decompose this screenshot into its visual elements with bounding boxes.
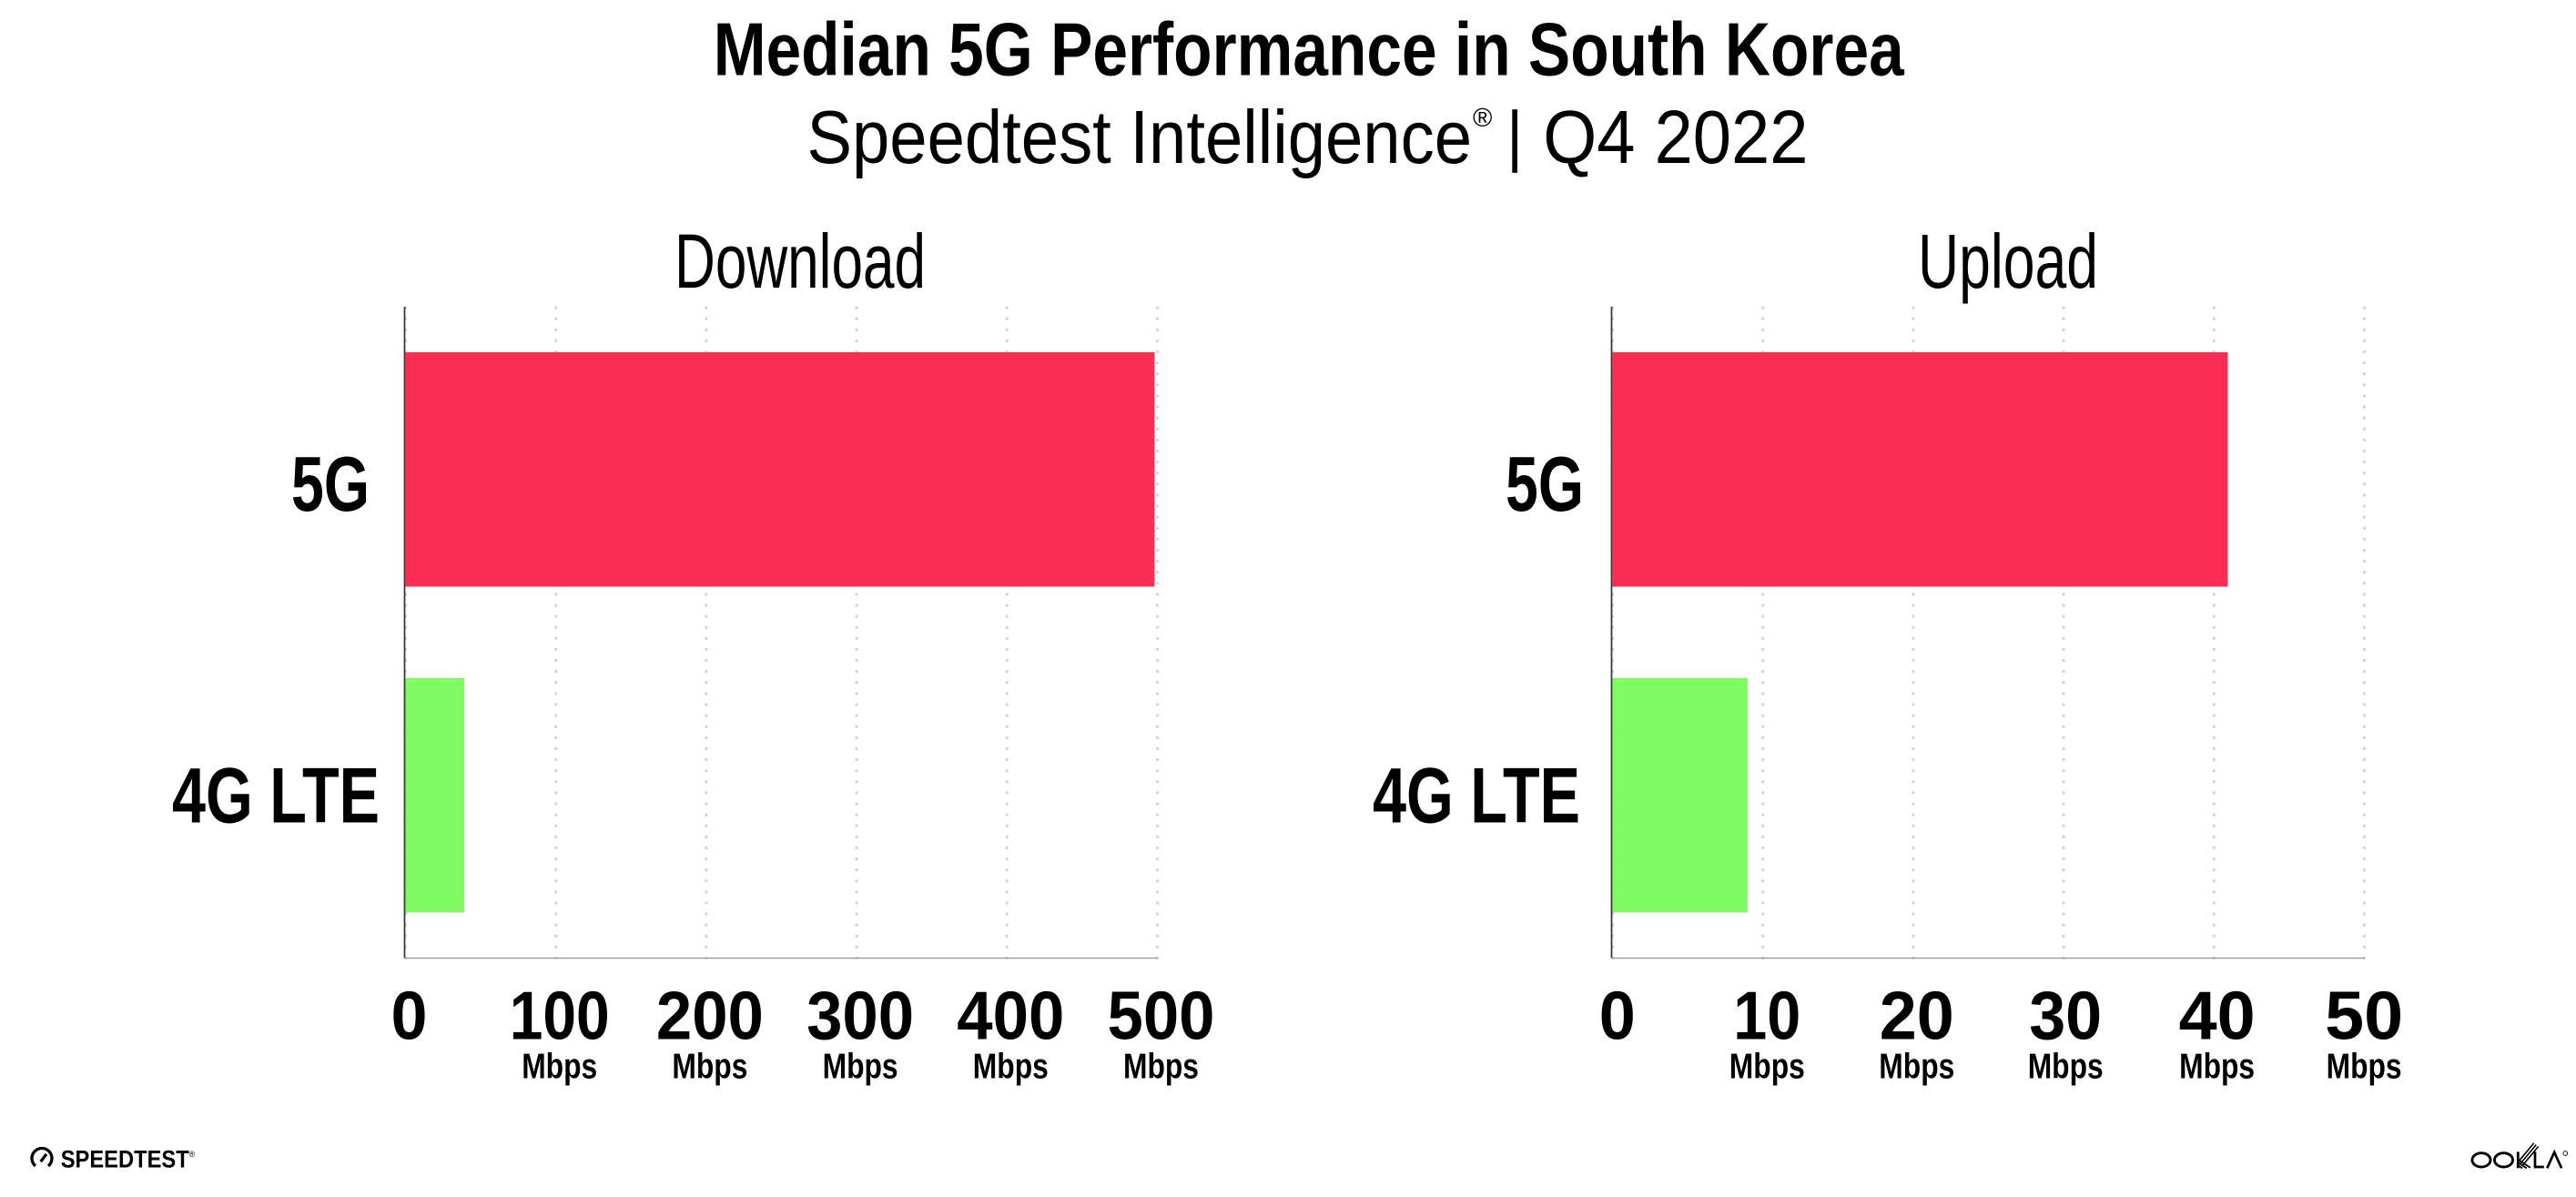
svg-text:0: 0: [1599, 978, 1636, 1054]
svg-text:5G: 5G: [1506, 441, 1584, 528]
svg-text:300: 300: [806, 978, 914, 1054]
svg-text:Mbps: Mbps: [522, 1047, 597, 1086]
svg-text:Mbps: Mbps: [2179, 1047, 2255, 1086]
svg-text:Q4 2022: Q4 2022: [1543, 95, 1808, 179]
svg-text:Mbps: Mbps: [1123, 1047, 1199, 1086]
svg-text:Mbps: Mbps: [672, 1047, 747, 1086]
svg-text:30: 30: [2029, 978, 2102, 1054]
svg-text:500: 500: [1108, 978, 1215, 1054]
svg-text:Mbps: Mbps: [2327, 1047, 2402, 1086]
svg-text:Upload: Upload: [1918, 218, 2098, 304]
svg-text:10: 10: [1733, 978, 1800, 1054]
svg-text:4G LTE: 4G LTE: [172, 753, 380, 840]
svg-text:Mbps: Mbps: [973, 1047, 1049, 1086]
svg-text:4G LTE: 4G LTE: [1373, 753, 1580, 840]
svg-text:100: 100: [510, 978, 610, 1054]
svg-text:Mbps: Mbps: [2028, 1047, 2104, 1086]
svg-text:0: 0: [391, 978, 428, 1054]
svg-text:20: 20: [1880, 978, 1954, 1054]
svg-text:®: ®: [189, 1150, 196, 1159]
svg-text:Mbps: Mbps: [1729, 1047, 1805, 1086]
svg-text:Speedtest Intelligence: Speedtest Intelligence: [807, 95, 1473, 179]
svg-text:5G: 5G: [291, 441, 370, 528]
svg-text:200: 200: [656, 978, 764, 1054]
svg-text:Mbps: Mbps: [823, 1047, 898, 1086]
svg-text:Median 5G Performance in South: Median 5G Performance in South Korea: [714, 6, 1905, 91]
svg-text:400: 400: [957, 978, 1064, 1054]
svg-text:SPEEDTEST: SPEEDTEST: [61, 1145, 189, 1172]
svg-text:50: 50: [2325, 978, 2403, 1054]
svg-text:Mbps: Mbps: [1879, 1047, 1954, 1086]
svg-text:®: ®: [1473, 104, 1492, 133]
svg-text:Download: Download: [674, 218, 926, 304]
svg-text:40: 40: [2179, 978, 2256, 1054]
